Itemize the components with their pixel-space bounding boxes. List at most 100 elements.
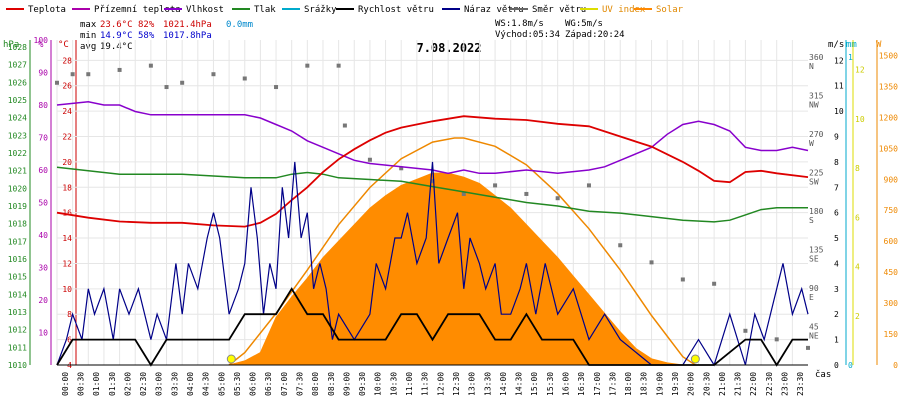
wind-direction-point <box>743 328 748 333</box>
wind-direction-point <box>399 166 404 171</box>
axis-tick-direction: 360 <box>809 53 824 62</box>
legend-label: Srážky <box>304 5 337 15</box>
axis-tick-x: 08:00 <box>311 372 320 396</box>
wind-direction-point <box>493 183 498 188</box>
axis-tick-pct: 30 <box>38 264 48 273</box>
axis-tick-w: 1050 <box>879 144 898 153</box>
wind-direction-point <box>712 281 717 286</box>
axis-tick-hpa: 1012 <box>8 326 27 335</box>
pressure-line <box>56 166 808 223</box>
axis-tick-uv: 4 <box>855 263 860 272</box>
axis-tick-hpa: 1015 <box>8 273 27 282</box>
axis-tick-ms: 5 <box>834 234 839 243</box>
stats-max-label: max <box>80 20 97 30</box>
axis-tick-direction: 135 <box>809 246 824 255</box>
wind-summary-ws: WS:1.8m/s <box>495 19 544 29</box>
axis-tick-x: 15:30 <box>546 372 555 396</box>
axis-tick-direction-letter: W <box>809 139 814 148</box>
axis-unit-pct: % <box>38 40 44 50</box>
axis-tick-x: 07:00 <box>280 372 289 396</box>
axis-tick-x: 05:30 <box>233 372 242 396</box>
axis-tick-ms: 3 <box>834 285 839 294</box>
axis-tick-degc: 20 <box>62 158 72 167</box>
wind-direction-point <box>242 76 247 81</box>
legend-label: Náraz větru <box>464 5 524 15</box>
axis-tick-x: 01:00 <box>92 372 101 396</box>
stats-max-temp: 23.6°C <box>100 20 133 30</box>
axis-tick-pct: 60 <box>38 166 48 175</box>
legend-label: Směr větru <box>532 5 586 15</box>
wind-direction-point <box>461 191 466 196</box>
axis-tick-x: 02:30 <box>139 372 148 396</box>
axis-tick-x: 03:00 <box>155 372 164 396</box>
axis-tick-ms: 4 <box>834 259 839 268</box>
axis-tick-degc: 24 <box>62 107 72 116</box>
legend-label: Přízemní teplota <box>94 5 181 15</box>
axis-tick-x: 08:30 <box>327 372 336 396</box>
axis-tick-hpa: 1020 <box>8 184 27 193</box>
axis-tick-w: 1500 <box>879 51 898 60</box>
axis-tick-w: 0 <box>893 361 898 370</box>
wind-gust-line <box>56 161 809 367</box>
stats-max-press: 1021.4hPa <box>163 20 212 30</box>
legend-label: Rychlost větru <box>358 5 434 15</box>
axis-tick-x: 16:30 <box>577 372 586 396</box>
axis-tick-degc: 28 <box>62 56 72 65</box>
wind-summary-wg: WG:5m/s <box>565 19 603 29</box>
axis-tick-direction: 225 <box>809 169 824 178</box>
axis-tick-hpa: 1026 <box>8 78 27 87</box>
axis-tick-x: 00:30 <box>76 372 85 396</box>
wind-direction-point <box>774 337 779 342</box>
wind-direction-point <box>211 72 216 77</box>
axis-tick-degc: 26 <box>62 82 72 91</box>
axis-tick-ms: 11 <box>834 82 844 91</box>
legend-label: Tlak <box>254 5 276 15</box>
axis-tick-ms: 9 <box>834 132 839 141</box>
stats-min-hum: 58% <box>138 31 155 41</box>
wind-direction-point <box>336 63 341 68</box>
axis-tick-x: 18:30 <box>640 372 649 396</box>
axis-tick-ms: 8 <box>834 158 839 167</box>
axis-tick-x: 07:30 <box>296 372 305 396</box>
axis-tick-x: 03:30 <box>170 372 179 396</box>
axis-tick-degc: 16 <box>62 209 72 218</box>
wind-direction-point <box>555 196 560 201</box>
axis-tick-ms: 10 <box>834 107 844 116</box>
wind-direction-point <box>70 72 75 77</box>
axis-tick-hpa: 1024 <box>8 114 27 123</box>
axis-tick-pct: 20 <box>38 296 48 305</box>
axis-tick-direction-letter: S <box>809 216 814 225</box>
axis-tick-hpa: 1028 <box>8 43 27 52</box>
axis-tick-direction: 270 <box>809 130 824 139</box>
axis-tick-x: 10:00 <box>374 372 383 396</box>
axis-tick-x: 15:00 <box>530 372 539 396</box>
axis-tick-pct: 80 <box>38 101 48 110</box>
axis-tick-uv: 12 <box>855 66 865 75</box>
axis-unit-degc: °C <box>58 40 69 50</box>
axis-tick-direction: 180 <box>809 207 824 216</box>
axis-tick-x: 21:30 <box>734 372 743 396</box>
sunset-text: Západ:20:24 <box>565 30 625 40</box>
axis-unit-hpa: hPa <box>3 40 19 50</box>
axis-tick-x: 17:00 <box>593 372 602 396</box>
wind-direction-point <box>342 123 347 128</box>
wind-direction-point <box>55 80 59 85</box>
axis-tick-pct: 90 <box>38 69 48 78</box>
axis-tick-hpa: 1025 <box>8 96 27 105</box>
axis-tick-hpa: 1016 <box>8 255 27 264</box>
wind-direction-point <box>164 85 169 90</box>
wind-direction-point <box>680 277 685 282</box>
legend-label: Vlhkost <box>186 5 224 15</box>
axis-tick-hpa: 1011 <box>8 343 27 352</box>
axis-tick-degc: 22 <box>62 132 72 141</box>
axis-tick-ms: 12 <box>834 56 844 65</box>
axis-tick-mm: 0 <box>848 361 853 370</box>
axis-tick-x: 17:30 <box>608 372 617 396</box>
axis-tick-hpa: 1017 <box>8 237 27 246</box>
sunset-marker <box>690 354 700 364</box>
axis-tick-direction: 315 <box>809 92 824 101</box>
axis-tick-x: 14:30 <box>515 372 524 396</box>
axis-tick-x: 06:00 <box>249 372 258 396</box>
